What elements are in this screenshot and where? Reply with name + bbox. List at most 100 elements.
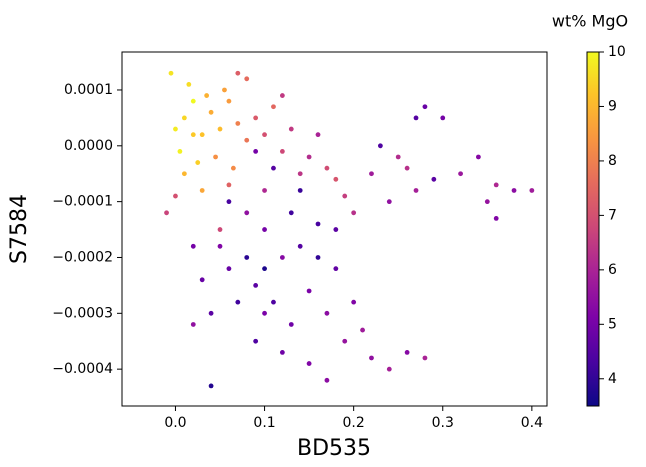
point bbox=[208, 109, 214, 115]
y-tick-label: −0.0002 bbox=[52, 249, 113, 265]
colorbar-tick-label: 6 bbox=[608, 262, 617, 278]
point bbox=[458, 171, 463, 177]
x-axis-label: BD535 bbox=[297, 436, 371, 461]
point bbox=[288, 126, 294, 132]
point bbox=[288, 210, 294, 216]
point bbox=[222, 87, 227, 93]
point bbox=[226, 98, 232, 104]
point bbox=[199, 188, 205, 193]
point bbox=[404, 349, 410, 355]
point bbox=[168, 70, 174, 76]
point bbox=[279, 148, 285, 154]
point bbox=[173, 193, 178, 199]
point bbox=[262, 310, 267, 316]
colorbar-tick-label: 10 bbox=[608, 44, 626, 60]
point bbox=[226, 199, 232, 205]
point bbox=[279, 255, 285, 260]
point bbox=[226, 182, 232, 188]
point bbox=[484, 199, 490, 205]
point bbox=[395, 154, 401, 160]
point bbox=[306, 288, 312, 294]
point bbox=[422, 104, 428, 110]
colorbar-tick-label: 4 bbox=[608, 371, 617, 387]
point bbox=[529, 188, 535, 193]
y-tick-label: 0.0001 bbox=[64, 82, 113, 98]
point bbox=[493, 215, 499, 221]
point bbox=[217, 126, 223, 132]
point bbox=[190, 322, 196, 327]
point bbox=[333, 176, 339, 182]
point bbox=[164, 210, 169, 216]
point bbox=[315, 255, 321, 260]
x-tick-label: 0.3 bbox=[432, 415, 454, 431]
point bbox=[297, 188, 303, 193]
point bbox=[244, 76, 250, 82]
point bbox=[181, 115, 187, 121]
point bbox=[297, 171, 303, 177]
point bbox=[413, 188, 419, 193]
point bbox=[360, 327, 365, 333]
point bbox=[208, 383, 214, 389]
point bbox=[190, 132, 196, 138]
y-tick-label: −0.0001 bbox=[52, 194, 113, 210]
point bbox=[475, 154, 481, 160]
point bbox=[351, 210, 357, 216]
point bbox=[195, 160, 201, 165]
point bbox=[342, 193, 348, 199]
point bbox=[262, 227, 267, 232]
point bbox=[386, 366, 392, 372]
point bbox=[297, 243, 303, 249]
point bbox=[271, 104, 276, 110]
point bbox=[262, 266, 267, 272]
point bbox=[262, 188, 267, 193]
point bbox=[253, 282, 259, 288]
colorbar bbox=[586, 51, 600, 407]
point bbox=[324, 377, 330, 383]
point bbox=[386, 199, 392, 205]
y-tick-label: −0.0004 bbox=[52, 361, 113, 377]
point bbox=[235, 121, 241, 126]
point bbox=[369, 355, 374, 361]
x-tick-label: 0.1 bbox=[253, 415, 275, 431]
colorbar-tick-label: 7 bbox=[608, 207, 617, 223]
colorbar-tick-label: 8 bbox=[608, 153, 617, 169]
point bbox=[253, 148, 259, 154]
point bbox=[204, 93, 210, 98]
point bbox=[173, 126, 178, 132]
point bbox=[244, 255, 250, 260]
point bbox=[213, 154, 218, 160]
point bbox=[226, 266, 232, 272]
x-tick-label: 0.4 bbox=[521, 415, 543, 431]
point bbox=[306, 154, 312, 160]
point bbox=[244, 210, 250, 216]
point bbox=[315, 132, 321, 138]
point bbox=[181, 171, 187, 177]
point bbox=[288, 322, 294, 327]
point bbox=[324, 165, 330, 171]
point bbox=[279, 349, 285, 355]
point bbox=[306, 361, 312, 366]
point bbox=[413, 115, 419, 121]
y-tick-label: 0.0000 bbox=[64, 138, 113, 154]
x-tick-label: 0.2 bbox=[343, 415, 365, 431]
point bbox=[422, 355, 428, 361]
point bbox=[253, 338, 259, 344]
colorbar-label: wt% MgO bbox=[552, 12, 628, 31]
point bbox=[271, 165, 276, 171]
point bbox=[342, 338, 348, 344]
colorbar-tick-label: 5 bbox=[608, 316, 617, 332]
point bbox=[377, 143, 383, 149]
point bbox=[324, 310, 330, 316]
point bbox=[230, 165, 236, 171]
point bbox=[369, 171, 374, 177]
point bbox=[217, 243, 223, 249]
y-tick-label: −0.0003 bbox=[52, 305, 113, 321]
point bbox=[253, 115, 259, 121]
point bbox=[315, 221, 321, 227]
point bbox=[199, 132, 205, 138]
point bbox=[199, 277, 205, 283]
point bbox=[493, 182, 499, 188]
point bbox=[262, 132, 267, 138]
point bbox=[333, 227, 339, 232]
